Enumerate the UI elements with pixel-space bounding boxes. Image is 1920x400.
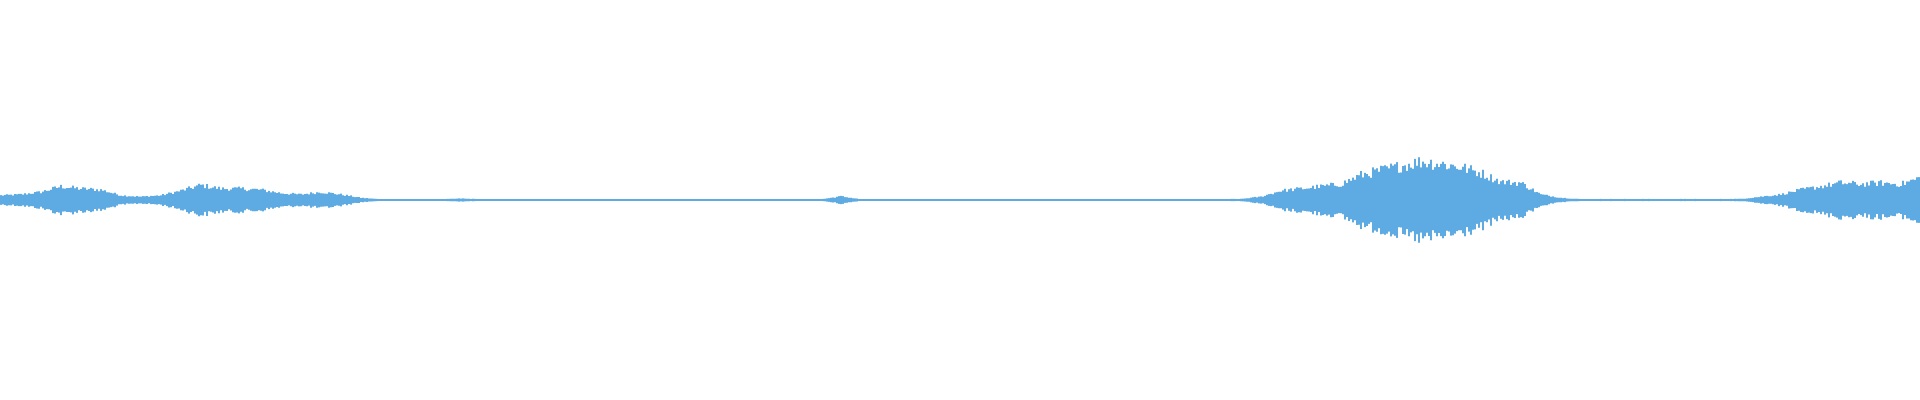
waveform-path [0, 157, 1920, 243]
